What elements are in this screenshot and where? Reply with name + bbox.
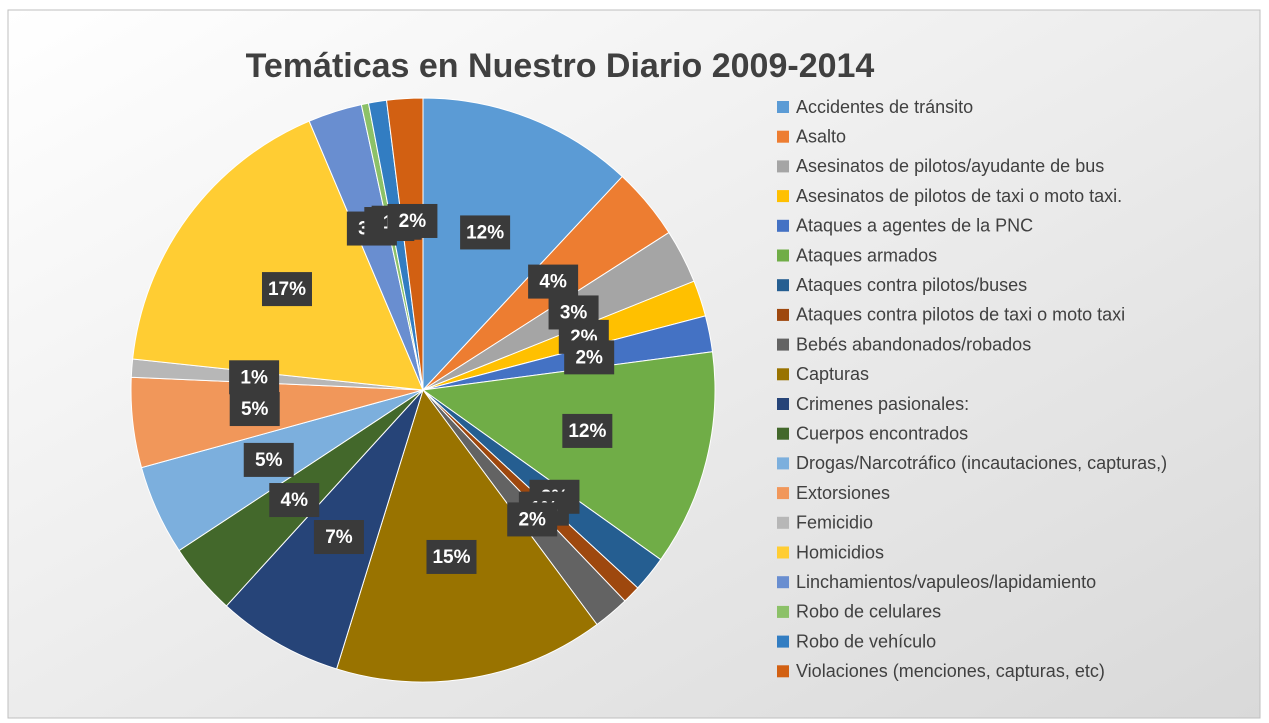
legend-label: Robo de celulares [796,602,941,622]
data-label: 2% [399,211,427,232]
legend-label: Femicidio [796,513,873,533]
data-label-box [229,360,280,395]
legend-label: Homicidios [796,542,884,562]
data-label-box [261,272,312,307]
legend-swatch [777,130,789,143]
legend-label: Asesinatos de pilotos/ayudante de bus [796,156,1104,176]
data-label-box [528,264,579,299]
chart-title: Temáticas en Nuestro Diario 2009-2014 [246,47,875,85]
data-label-box [243,442,294,477]
data-label: 4% [539,272,567,293]
legend-label: Ataques armados [796,245,937,265]
legend-swatch [777,219,789,232]
legend-swatch [777,398,789,410]
legend-label: Robo de vehículo [796,631,936,651]
data-label-box [313,520,364,555]
legend-label: Ataques contra pilotos/buses [796,275,1027,295]
data-label: 12% [466,222,504,243]
legend-swatch [777,576,789,589]
legend-swatch [777,546,789,559]
data-label: 3% [560,302,588,323]
pie-slice [421,351,716,561]
legend-label: Accidentes de tránsito [796,97,973,117]
legend-label: Cuerpos encontrados [796,423,968,443]
data-label: 1% [240,367,268,388]
data-label: 7% [325,527,353,548]
legend-swatch [777,308,789,321]
legend-swatch [777,279,789,292]
legend-label: Capturas [796,364,869,384]
legend-swatch [777,457,789,470]
data-label: 17% [268,279,306,300]
data-label: 5% [241,399,269,420]
legend-swatch [777,249,789,262]
pie-slice [335,388,598,683]
data-label-box [564,340,615,375]
legend-swatch [777,190,789,203]
legend-label: Asesinatos de pilotos de taxi o moto tax… [796,186,1122,206]
data-label-box [507,502,558,537]
pie-slice [422,97,623,392]
data-label: 5% [255,450,283,471]
legend-swatch [777,427,789,440]
legend-label: Bebés abandonados/robados [796,334,1031,354]
legend-swatch [777,101,789,113]
data-label-box [229,392,280,427]
legend-label: Drogas/Narcotráfico (incautaciones, capt… [796,453,1167,473]
legend-swatch [777,160,789,173]
legend-swatch [777,665,789,678]
pie-slice [385,97,424,391]
legend-label: Ataques contra pilotos de taxi o moto ta… [796,305,1125,325]
legend-swatch [777,516,789,529]
legend-label: Asalto [796,126,846,146]
legend-label: Extorsiones [796,483,890,503]
legend-label: Crimenes pasionales: [796,394,969,414]
legend-swatch [777,368,789,381]
legend-label: Violaciones (menciones, capturas, etc) [796,661,1105,681]
data-label: 12% [568,421,606,442]
pie-slice [132,120,424,391]
legend-swatch [777,635,789,648]
data-label-box [426,539,477,574]
data-label-box [387,203,438,238]
data-label: 2% [518,509,546,530]
data-label-box [269,483,320,518]
legend-swatch [777,487,789,500]
data-label: 2% [575,347,603,368]
legend-swatch [777,338,789,351]
data-label: 15% [432,547,470,568]
legend-swatch [777,605,789,618]
data-label-box [460,215,511,250]
legend-label: Ataques a agentes de la PNC [796,216,1033,236]
data-label: 4% [281,490,309,511]
legend-label: Linchamientos/vapuleos/lapidamiento [796,572,1096,592]
data-label-box [562,413,613,448]
